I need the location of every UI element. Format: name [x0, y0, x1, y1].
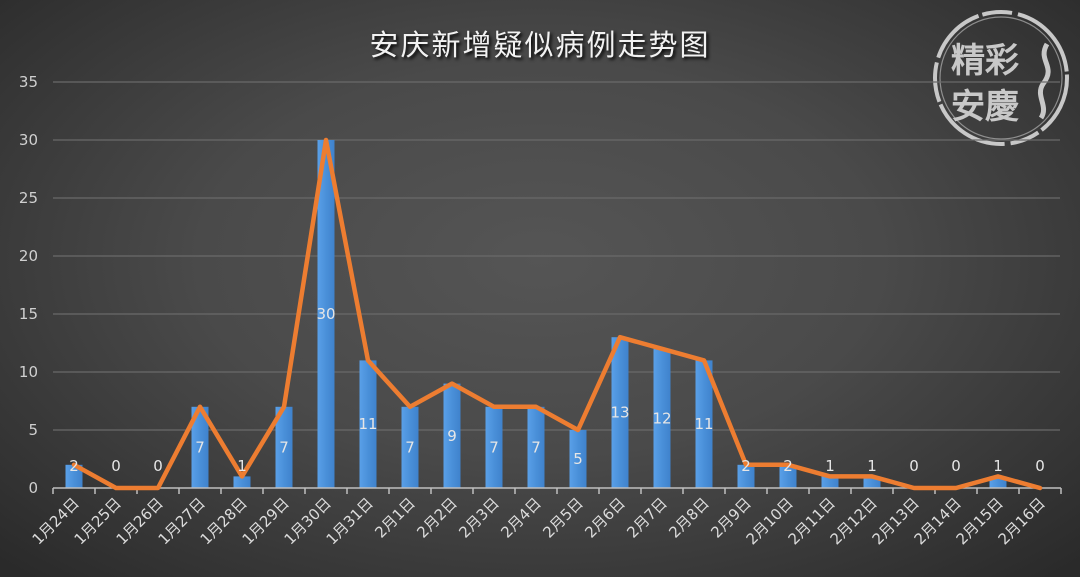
data-label: 2 — [69, 457, 79, 475]
x-tick-label: 2月6日 — [581, 494, 628, 541]
gridlines — [53, 81, 1060, 431]
bar — [611, 337, 629, 488]
logo-seal: 精彩 安慶 — [933, 10, 1069, 146]
y-tick-label: 5 — [28, 421, 38, 439]
bar — [443, 383, 461, 488]
bar — [485, 406, 503, 488]
bar — [737, 464, 755, 488]
y-tick-label: 35 — [19, 73, 38, 91]
line-series — [71, 137, 1043, 491]
data-label: 9 — [447, 427, 457, 445]
data-label: 30 — [316, 305, 335, 323]
data-label: 7 — [405, 438, 415, 456]
data-label: 11 — [358, 415, 377, 433]
y-tick-label: 20 — [19, 247, 38, 265]
data-label: 7 — [489, 438, 499, 456]
bar — [317, 140, 335, 488]
y-axis: 0 5 10 15 20 25 30 35 — [19, 73, 38, 497]
bar — [527, 406, 545, 488]
bar — [653, 348, 671, 488]
bar — [695, 360, 713, 488]
x-tick-label: 2月16日 — [995, 494, 1049, 548]
bar — [821, 476, 839, 488]
bar — [569, 430, 587, 488]
bar — [191, 406, 209, 488]
data-label: 2 — [783, 457, 793, 475]
y-tick-label: 0 — [28, 479, 38, 497]
data-label: 7 — [531, 438, 541, 456]
x-tick-label: 2月5日 — [539, 494, 586, 541]
x-tick-label: 2月4日 — [497, 494, 544, 541]
bar-series — [65, 140, 1007, 488]
data-label: 5 — [573, 450, 583, 468]
x-tick-label: 2月2日 — [413, 494, 460, 541]
y-tick-label: 10 — [19, 363, 38, 381]
data-label: 12 — [652, 409, 671, 427]
bar — [275, 406, 293, 488]
data-label: 1 — [237, 457, 247, 475]
bar — [65, 464, 83, 488]
x-axis: 1月24日1月25日1月26日1月27日1月28日1月29日1月30日1月31日… — [29, 487, 1062, 548]
bar — [233, 476, 251, 488]
bar — [779, 464, 797, 488]
x-tick-label: 2月7日 — [623, 494, 670, 541]
x-tick-label: 2月1日 — [371, 494, 418, 541]
data-label: 7 — [195, 438, 205, 456]
data-label: 1 — [825, 457, 835, 475]
data-label: 0 — [153, 457, 163, 475]
bar — [989, 476, 1007, 488]
y-tick-label: 25 — [19, 189, 38, 207]
logo-text-line2: 安慶 — [951, 87, 1019, 127]
data-label: 1 — [993, 457, 1003, 475]
data-label: 2 — [741, 457, 751, 475]
data-label: 0 — [951, 457, 961, 475]
data-label: 11 — [694, 415, 713, 433]
data-label: 0 — [111, 457, 121, 475]
trend-line — [71, 137, 1043, 491]
data-label: 13 — [610, 404, 629, 422]
x-tick-label: 2月3日 — [455, 494, 502, 541]
data-label: 1 — [867, 457, 877, 475]
chart-title: 安庆新增疑似病例走势图 — [369, 28, 711, 62]
y-tick-label: 30 — [19, 131, 38, 149]
bar — [359, 360, 377, 488]
bar — [401, 406, 419, 488]
y-tick-label: 15 — [19, 305, 38, 323]
x-tick-label: 1月31日 — [323, 494, 377, 548]
bar — [863, 476, 881, 488]
data-label: 0 — [909, 457, 919, 475]
x-tick-label: 2月8日 — [665, 494, 712, 541]
logo-text-line1: 精彩 — [951, 41, 1019, 81]
data-label: 0 — [1035, 457, 1045, 475]
data-label: 7 — [279, 438, 289, 456]
